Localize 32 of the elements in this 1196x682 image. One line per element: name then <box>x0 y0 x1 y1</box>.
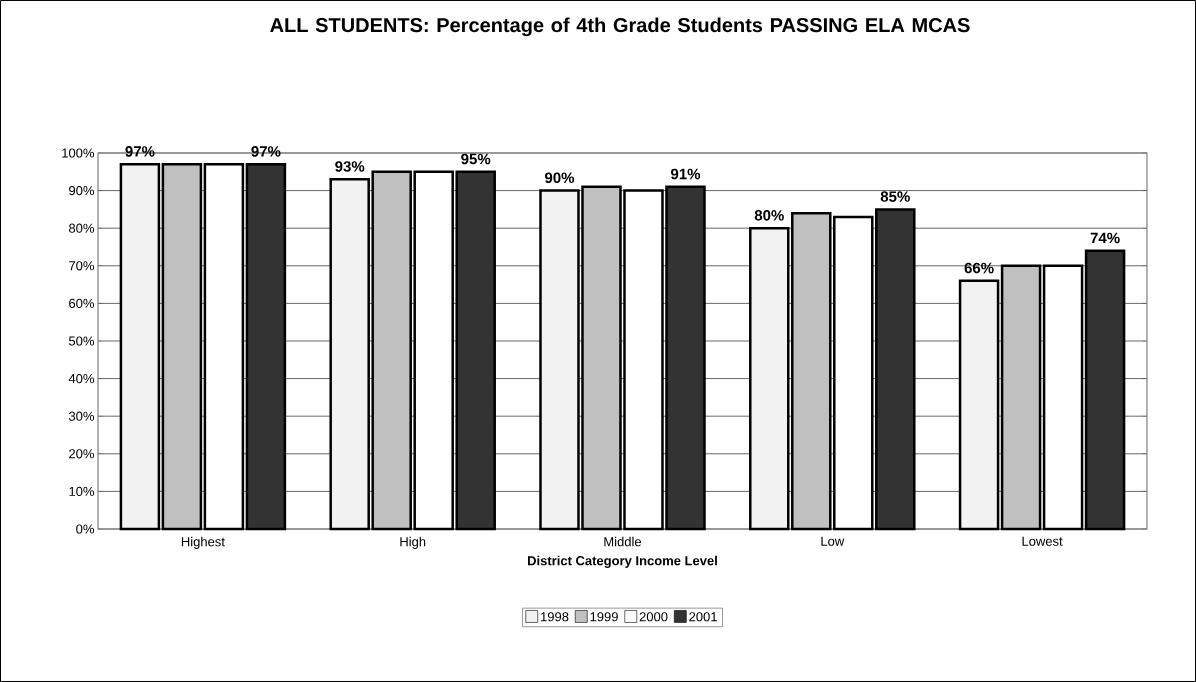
data-label: 97% <box>125 146 155 157</box>
data-label: 91% <box>671 168 701 180</box>
data-label: 85% <box>880 191 910 202</box>
x-tick-label: Low <box>821 536 845 546</box>
x-tick-label: High <box>400 536 426 549</box>
y-tick-label: 0% <box>76 524 95 534</box>
legend-label: 2000 <box>639 612 668 622</box>
y-tick-label: 40% <box>68 373 95 384</box>
data-label: 95% <box>461 153 491 165</box>
data-label: 90% <box>545 172 575 184</box>
y-tick-label: 80% <box>69 223 95 233</box>
x-axis-title: District Category Income Level <box>527 555 717 568</box>
legend-label: 1999 <box>590 612 618 622</box>
x-tick-label: Middle <box>604 536 642 547</box>
y-tick-label: 60% <box>69 298 95 308</box>
y-tick-label: 20% <box>69 449 95 459</box>
y-tick-label: 10% <box>69 486 95 496</box>
data-label: 93% <box>335 161 365 172</box>
y-tick-label: 90% <box>69 185 95 196</box>
y-tick-label: 100% <box>62 148 95 158</box>
legend-label: 2001 <box>689 612 717 622</box>
x-tick-label: Highest <box>181 536 225 549</box>
y-tick-label: 70% <box>69 261 95 271</box>
y-tick-label: 30% <box>68 411 95 421</box>
x-tick-label: Lowest <box>1022 536 1063 546</box>
y-tick-label: 50% <box>68 336 95 346</box>
data-label: 66% <box>964 262 994 274</box>
legend-label: 1998 <box>541 612 569 622</box>
chart-title: ALL STUDENTS: Percentage of 4th Grade Students PASSING ELA MCAS <box>270 17 970 37</box>
data-label: 74% <box>1090 232 1120 244</box>
data-label: 80% <box>754 210 784 221</box>
data-label: 97% <box>251 146 281 157</box>
